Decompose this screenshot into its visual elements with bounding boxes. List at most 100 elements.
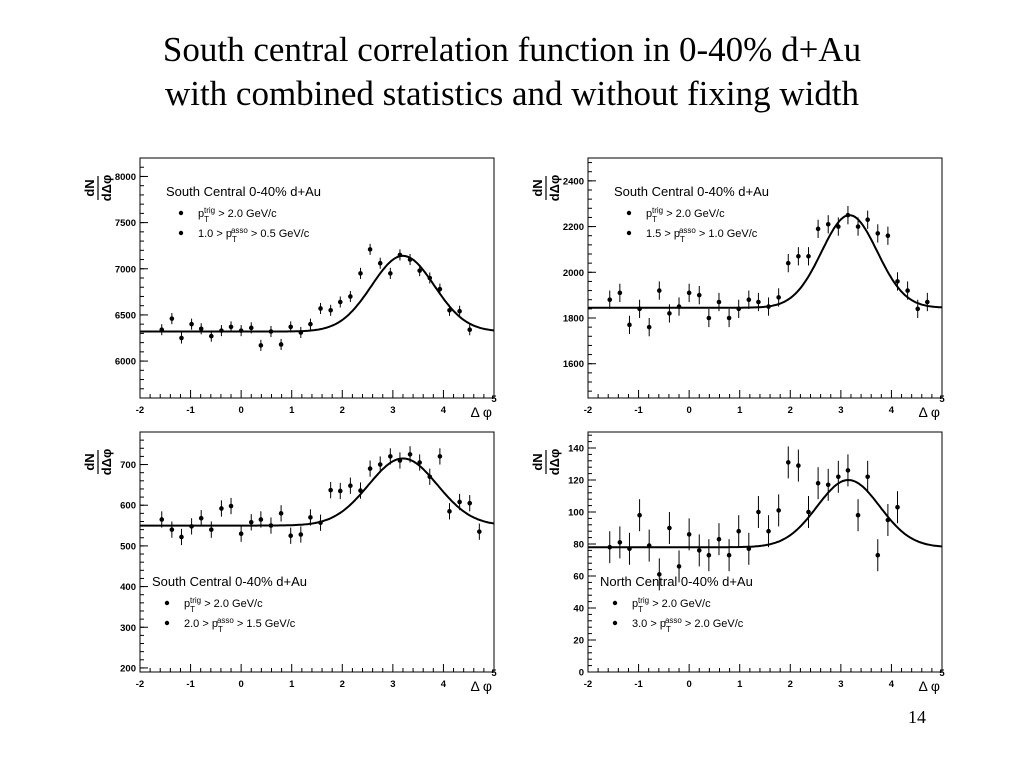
data-point <box>298 326 304 338</box>
data-point <box>198 323 204 335</box>
chart-panel-bottom-right: -2 -1 0 1 2 3 4 5 0 20 40 60 80 100 120 140 Δ φ dN dΔφ Nort… <box>520 422 955 694</box>
data-marker <box>367 247 373 252</box>
data-point <box>726 308 732 328</box>
data-point <box>258 511 264 528</box>
data-point <box>825 215 831 234</box>
data-point <box>637 299 642 318</box>
data-point <box>716 523 722 556</box>
data-point <box>209 330 214 342</box>
x-tick-label: 3 <box>390 679 395 690</box>
data-marker <box>169 316 175 321</box>
data-marker <box>209 333 214 339</box>
data-point <box>198 510 204 527</box>
data-marker <box>467 327 473 332</box>
data-point <box>437 448 443 465</box>
data-point <box>189 518 194 535</box>
data-marker <box>348 483 353 488</box>
data-point <box>706 308 712 328</box>
legend-title: South Central 0-40% d+Au <box>614 184 769 199</box>
chart-top-left: -2 -1 0 1 2 3 4 5 6000 6500 7000 7500 8000 Δ φ dN dΔφ So… <box>82 157 497 420</box>
y-axis-label: dN dΔφ <box>530 449 562 476</box>
y-axis-label: dN dΔφ <box>82 449 114 476</box>
legend-entry-trig-sup: trig <box>638 596 649 605</box>
data-point <box>437 283 443 295</box>
data-marker <box>746 297 752 303</box>
x-tick-label: 0 <box>686 679 691 690</box>
data-marker <box>825 221 831 227</box>
x-tick-label: 4 <box>441 405 447 416</box>
y-axis-label-numerator: dN <box>82 453 97 470</box>
data-point <box>397 249 403 261</box>
data-marker <box>855 512 861 518</box>
data-point <box>388 267 393 279</box>
data-point <box>159 511 165 528</box>
data-marker <box>785 460 791 465</box>
data-point <box>169 521 175 538</box>
data-marker <box>756 509 761 515</box>
y-axis-label-numerator: dN <box>530 453 545 470</box>
data-marker <box>288 324 294 330</box>
legend-entry-trig-prefix: p <box>184 598 190 610</box>
data-marker <box>646 324 652 330</box>
legend-entry-trig-suffix: > 2.0 GeV/c <box>201 598 263 610</box>
data-marker <box>348 294 353 299</box>
data-marker <box>865 217 870 223</box>
data-point <box>706 539 712 572</box>
data-marker <box>885 233 891 239</box>
chart-bottom-right: -2 -1 0 1 2 3 4 5 0 20 40 60 80 100 120 140 Δ φ dN dΔφ Nort… <box>530 431 945 694</box>
data-marker <box>756 299 761 305</box>
data-marker <box>318 520 323 526</box>
data-point <box>855 499 861 532</box>
y-axis-label: dN dΔφ <box>530 175 562 202</box>
data-point <box>785 254 791 273</box>
data-point <box>915 299 921 318</box>
data-marker <box>766 304 771 309</box>
y-axis-label-denominator: dΔφ <box>547 449 562 476</box>
data-marker <box>198 326 204 332</box>
data-point <box>766 515 771 548</box>
data-marker <box>646 543 652 548</box>
data-point <box>318 514 323 531</box>
data-point <box>228 497 234 515</box>
y-tick-label: 6500 <box>115 310 136 321</box>
data-point <box>676 550 682 583</box>
legend-entry-asso-sup: asso <box>665 616 682 625</box>
x-tick-label: -2 <box>136 679 144 690</box>
x-tick-label: 0 <box>238 405 243 416</box>
data-marker <box>657 288 662 293</box>
data-point <box>457 493 462 511</box>
data-point <box>815 219 821 238</box>
data-marker <box>607 544 613 550</box>
y-tick-label: 20 <box>573 636 584 647</box>
data-marker <box>189 524 194 529</box>
data-point <box>716 292 722 312</box>
data-marker <box>815 480 821 486</box>
data-marker <box>627 546 632 552</box>
slide-title-line2: with combined statistics and without fix… <box>164 74 860 113</box>
data-point <box>905 281 910 300</box>
y-axis-label-denominator: dΔφ <box>99 449 114 476</box>
data-marker <box>388 271 393 276</box>
fit-curve <box>588 214 942 309</box>
data-marker <box>388 454 393 459</box>
data-marker <box>298 330 304 335</box>
data-point <box>169 313 175 325</box>
data-marker <box>845 468 851 473</box>
data-marker <box>806 509 811 515</box>
x-tick-label: 1 <box>289 679 295 690</box>
data-marker <box>467 500 473 506</box>
data-point <box>238 325 244 337</box>
data-marker <box>607 297 613 303</box>
data-marker <box>427 275 433 281</box>
data-marker <box>169 527 175 532</box>
data-point <box>179 528 184 546</box>
legend-entry-asso-suffix: > 1.0 GeV/c <box>696 228 758 240</box>
slide-title-line1: South central correlation function in 0-… <box>162 30 862 69</box>
x-tick-label: 2 <box>788 405 793 416</box>
data-marker <box>328 308 333 313</box>
data-point <box>278 338 284 350</box>
y-axis-label-numerator: dN <box>82 179 97 196</box>
y-tick-label: 1600 <box>563 359 584 370</box>
y-tick-label: 1800 <box>563 314 584 325</box>
